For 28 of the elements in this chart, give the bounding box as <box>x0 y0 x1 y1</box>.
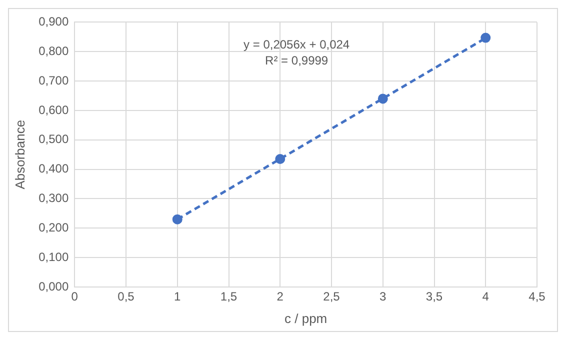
y-tick-label: 0,700 <box>38 73 69 88</box>
x-tick-label: 4,5 <box>528 290 546 304</box>
y-tick-label: 0,200 <box>38 220 69 234</box>
x-tick-label: 1 <box>174 290 182 304</box>
x-tick-label: 2 <box>276 290 284 304</box>
point <box>378 94 388 104</box>
y-tick-label: 0,300 <box>38 191 69 206</box>
x-tick-label: 1,5 <box>220 290 238 304</box>
y-tick-label: 0,000 <box>38 279 69 294</box>
y-tick-label: 0,500 <box>38 132 69 146</box>
x-tick-label: 0 <box>71 290 78 304</box>
x-tick-label: 0,5 <box>118 290 135 304</box>
x-tick-label: 4 <box>482 290 490 304</box>
x-axis-title: c / ppm <box>284 310 328 326</box>
y-tick-label: 0,900 <box>38 14 69 29</box>
point <box>480 32 491 43</box>
annotation: R² = 0,9999 <box>265 54 328 68</box>
point <box>275 154 286 164</box>
y-tick-label: 0,800 <box>38 44 69 58</box>
x-tick-label: 3 <box>380 290 387 304</box>
x-tick-label: 2,5 <box>323 290 340 304</box>
annotation: y = 0,2056x + 0,024 <box>244 38 350 52</box>
y-axis-title: Absorbance <box>12 120 28 190</box>
y-tick-label: 0,600 <box>38 102 69 117</box>
y-tick-label: 0,100 <box>38 250 69 264</box>
point <box>172 214 182 224</box>
x-tick-label: 3,5 <box>426 290 443 304</box>
y-tick-label: 0,400 <box>38 162 69 176</box>
